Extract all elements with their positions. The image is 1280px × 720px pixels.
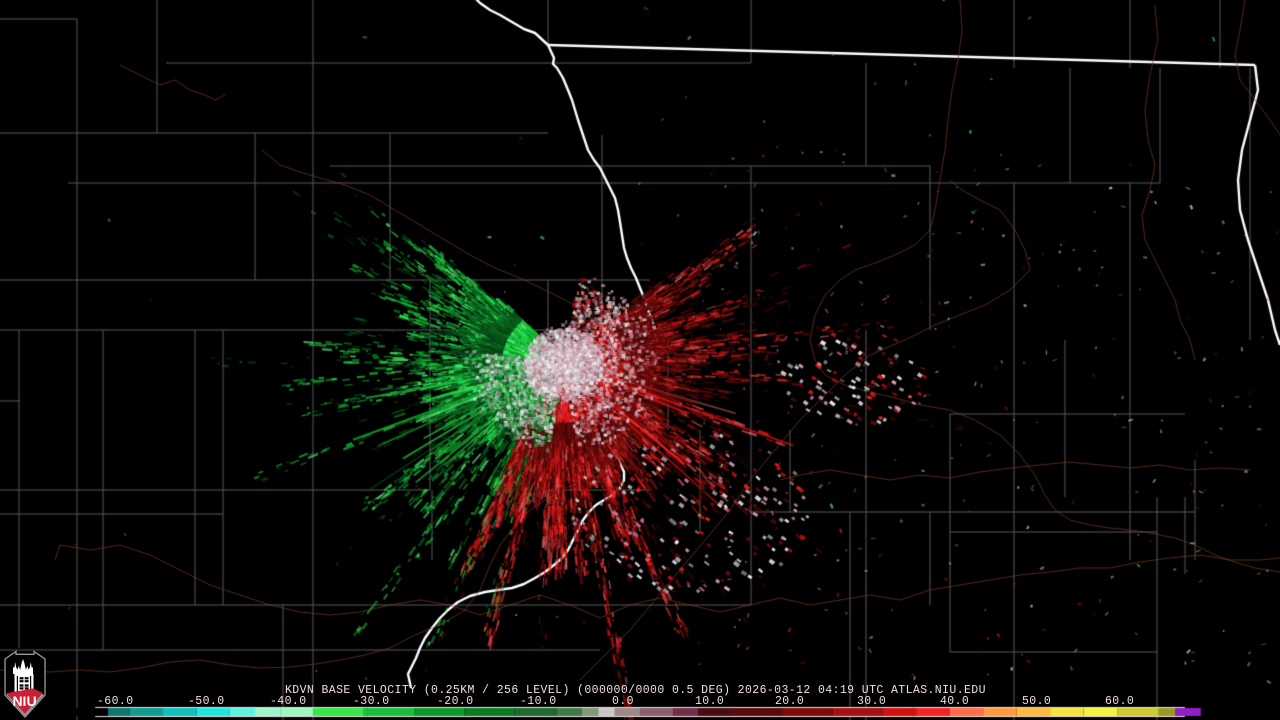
svg-text:NIU: NIU — [12, 693, 36, 709]
